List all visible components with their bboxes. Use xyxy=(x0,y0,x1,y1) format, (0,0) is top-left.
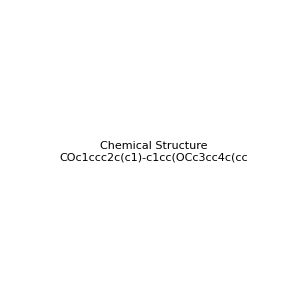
Text: Chemical Structure
COc1ccc2c(c1)-c1cc(OCc3cc4c(cc: Chemical Structure COc1ccc2c(c1)-c1cc(OC… xyxy=(59,141,248,162)
